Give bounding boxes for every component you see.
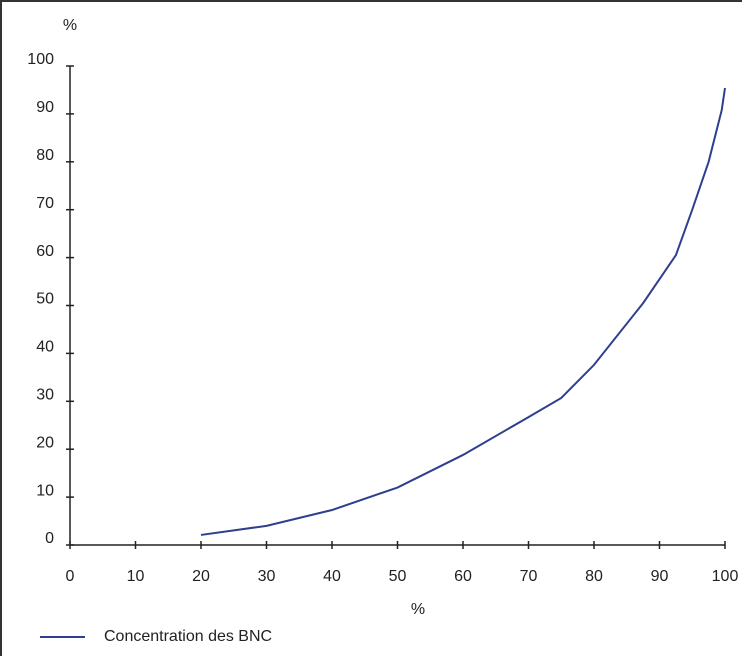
y-tick-label: 0 <box>45 530 54 547</box>
x-tick-label: 10 <box>127 568 145 585</box>
x-tick-label: 30 <box>258 568 276 585</box>
y-tick-label: 50 <box>36 291 54 308</box>
y-tick-label: 70 <box>36 195 54 212</box>
x-tick-label: 100 <box>712 568 739 585</box>
x-tick-label: 0 <box>66 568 75 585</box>
x-tick-label: 80 <box>585 568 603 585</box>
x-axis-label: % <box>411 601 425 618</box>
y-axis-label: % <box>63 17 77 34</box>
x-tick-label: 40 <box>323 568 341 585</box>
y-tick-label: 20 <box>36 434 54 451</box>
y-tick-label: 80 <box>36 147 54 164</box>
y-tick-label: 40 <box>36 339 54 356</box>
legend-label: Concentration des BNC <box>104 628 272 645</box>
y-tick-label: 90 <box>36 99 54 116</box>
data-line <box>200 87 726 536</box>
x-tick-label: 60 <box>454 568 472 585</box>
y-tick-label: 60 <box>36 243 54 260</box>
x-tick-label: 20 <box>192 568 210 585</box>
x-tick-label: 90 <box>651 568 669 585</box>
y-tick-label: 10 <box>36 482 54 499</box>
y-tick-label: 100 <box>27 51 54 68</box>
x-tick-label: 50 <box>389 568 407 585</box>
y-tick-label: 30 <box>36 387 54 404</box>
x-tick-label: 70 <box>520 568 538 585</box>
